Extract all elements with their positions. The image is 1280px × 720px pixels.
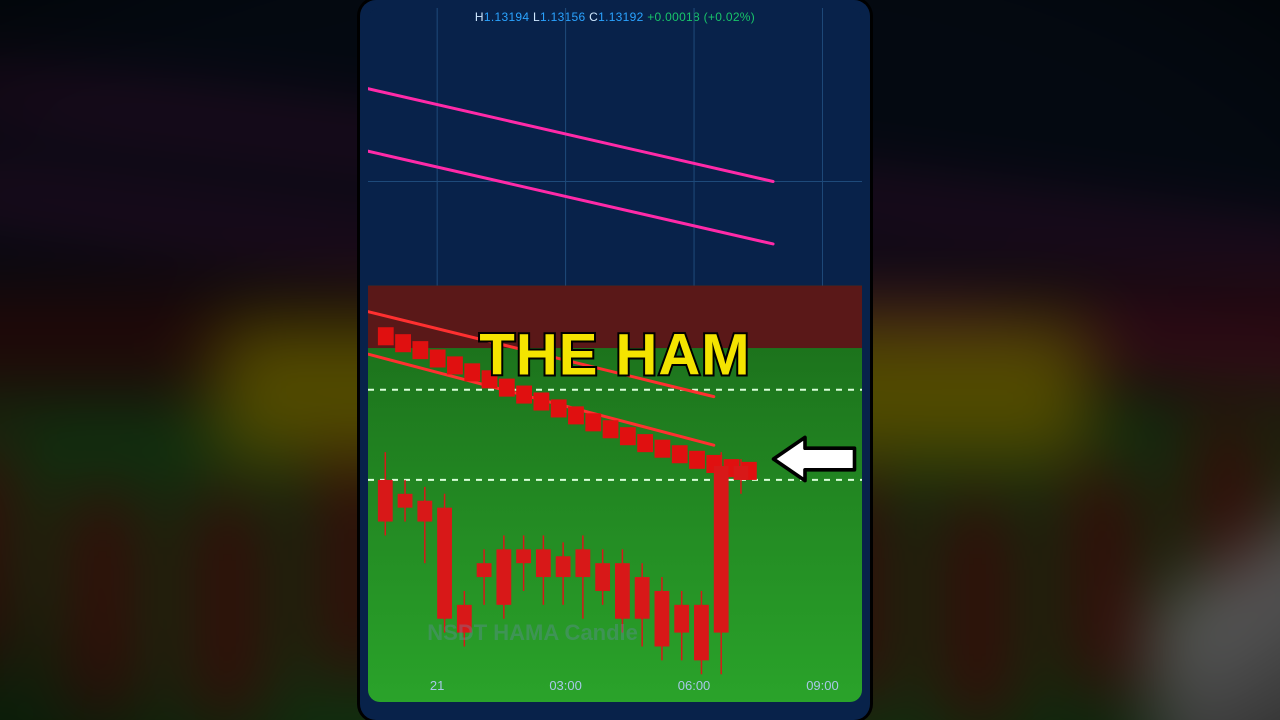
x-axis-labels: 21 03:00 06:00 09:00	[368, 678, 862, 698]
x-axis-tick: 09:00	[806, 678, 839, 693]
x-axis-tick: 03:00	[549, 678, 582, 693]
indicator-watermark: NSDT HAMA Candle	[427, 620, 638, 646]
video-frame: H1.13194 L1.13156 C1.13192 +0.00018 (+0.…	[360, 0, 870, 720]
x-axis-tick: 06:00	[678, 678, 711, 693]
chart-panel[interactable]: H1.13194 L1.13156 C1.13192 +0.00018 (+0.…	[368, 8, 862, 702]
x-axis-tick: 21	[430, 678, 444, 693]
caption-text: THE HAM	[479, 322, 750, 389]
pointer-arrow-icon	[769, 432, 859, 486]
